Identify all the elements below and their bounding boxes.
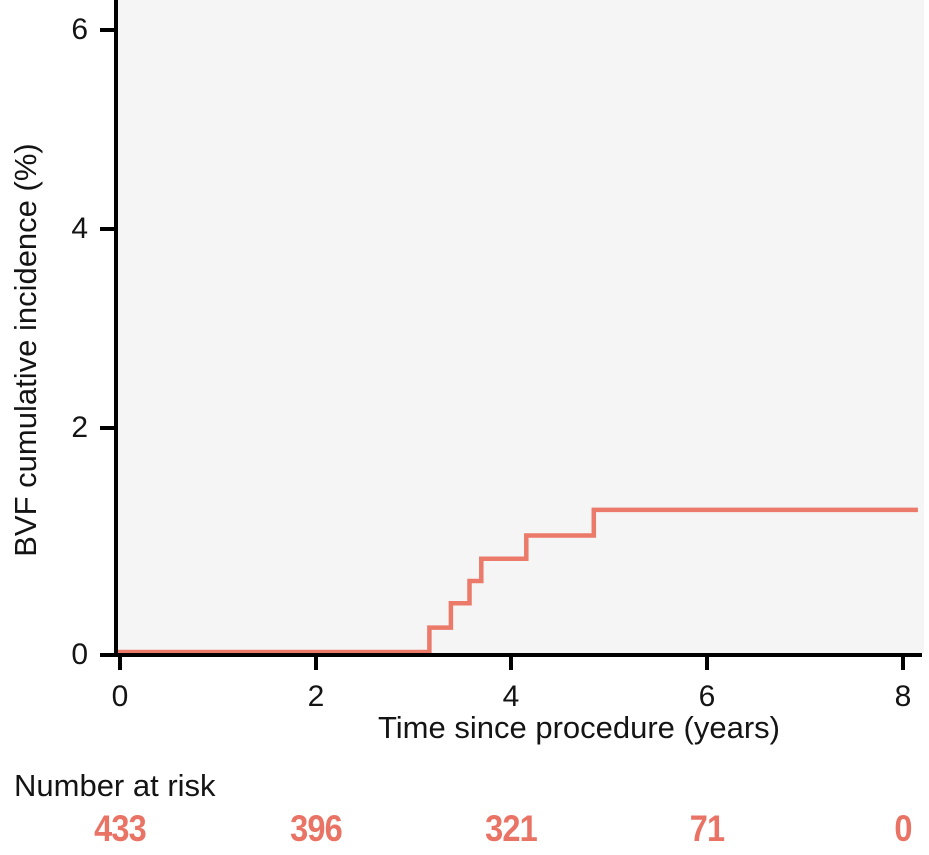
x-tick-label: 6: [698, 680, 716, 713]
number-at-risk-label: Number at risk: [14, 768, 216, 803]
plot-area: [118, 0, 924, 653]
y-tick-label: 4: [71, 212, 88, 245]
risk-count: 0: [894, 808, 912, 849]
x-tick-label: 4: [502, 680, 520, 713]
x-tick: [509, 657, 513, 670]
x-tick: [118, 657, 122, 670]
x-tick-label: 8: [894, 680, 912, 713]
risk-count: 433: [94, 808, 147, 849]
x-axis-line: [114, 653, 922, 657]
y-tick: [100, 28, 114, 32]
y-axis-line: [114, 0, 118, 657]
risk-count: 396: [290, 808, 343, 849]
x-tick: [705, 657, 709, 670]
x-tick-label: 0: [111, 680, 129, 713]
x-tick: [901, 657, 905, 670]
y-axis-title: BVF cumulative incidence (%): [8, 143, 43, 557]
x-tick: [314, 657, 318, 670]
y-tick-label: 2: [71, 411, 88, 444]
x-axis-title: Time since procedure (years): [378, 710, 780, 745]
y-tick: [100, 227, 114, 231]
risk-count: 321: [485, 808, 538, 849]
y-tick: [100, 426, 114, 430]
y-tick: [100, 653, 114, 657]
risk-count: 71: [689, 808, 725, 849]
x-tick-label: 2: [307, 680, 325, 713]
y-tick-label: 6: [71, 13, 88, 46]
y-tick-label: 0: [71, 638, 88, 671]
